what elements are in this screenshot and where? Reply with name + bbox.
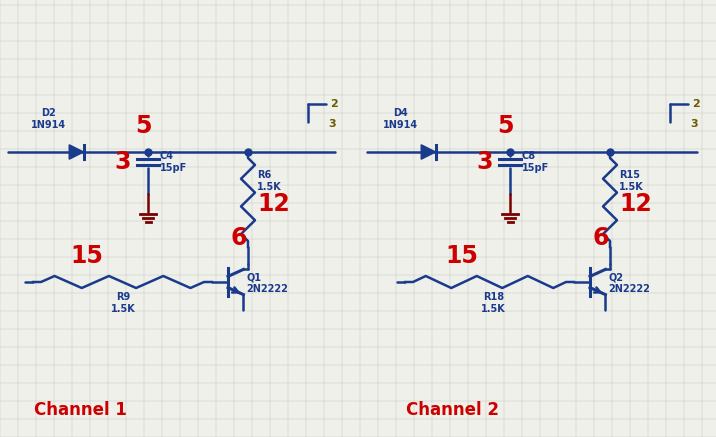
Text: C4
15pF: C4 15pF <box>160 151 188 173</box>
Text: 2: 2 <box>692 99 700 109</box>
Text: 3: 3 <box>328 119 336 129</box>
Text: Q1
2N2222: Q1 2N2222 <box>246 272 289 294</box>
Text: R9
1.5K: R9 1.5K <box>111 292 136 314</box>
Text: 6: 6 <box>592 226 609 250</box>
Text: 5: 5 <box>135 114 151 138</box>
Text: Q2
2N2222: Q2 2N2222 <box>609 272 650 294</box>
Text: Channel 1: Channel 1 <box>34 401 127 419</box>
Polygon shape <box>69 145 84 159</box>
Text: Channel 2: Channel 2 <box>405 401 498 419</box>
Text: R18
1.5K: R18 1.5K <box>481 292 506 314</box>
Text: D2
1N914: D2 1N914 <box>31 108 66 130</box>
Text: 6: 6 <box>230 226 246 250</box>
Text: C8
15pF: C8 15pF <box>522 151 549 173</box>
Text: 2: 2 <box>330 99 338 109</box>
Text: D4
1N914: D4 1N914 <box>382 108 417 130</box>
Text: 3: 3 <box>477 150 493 174</box>
Text: 5: 5 <box>497 114 513 138</box>
Text: 3: 3 <box>690 119 697 129</box>
Text: R15
1.5K: R15 1.5K <box>619 170 644 191</box>
Text: 12: 12 <box>257 192 290 216</box>
Text: R6
1.5K: R6 1.5K <box>257 170 282 191</box>
Text: 15: 15 <box>70 244 103 268</box>
Polygon shape <box>421 145 435 159</box>
Text: 3: 3 <box>115 150 131 174</box>
Text: 12: 12 <box>619 192 652 216</box>
Text: 15: 15 <box>445 244 478 268</box>
